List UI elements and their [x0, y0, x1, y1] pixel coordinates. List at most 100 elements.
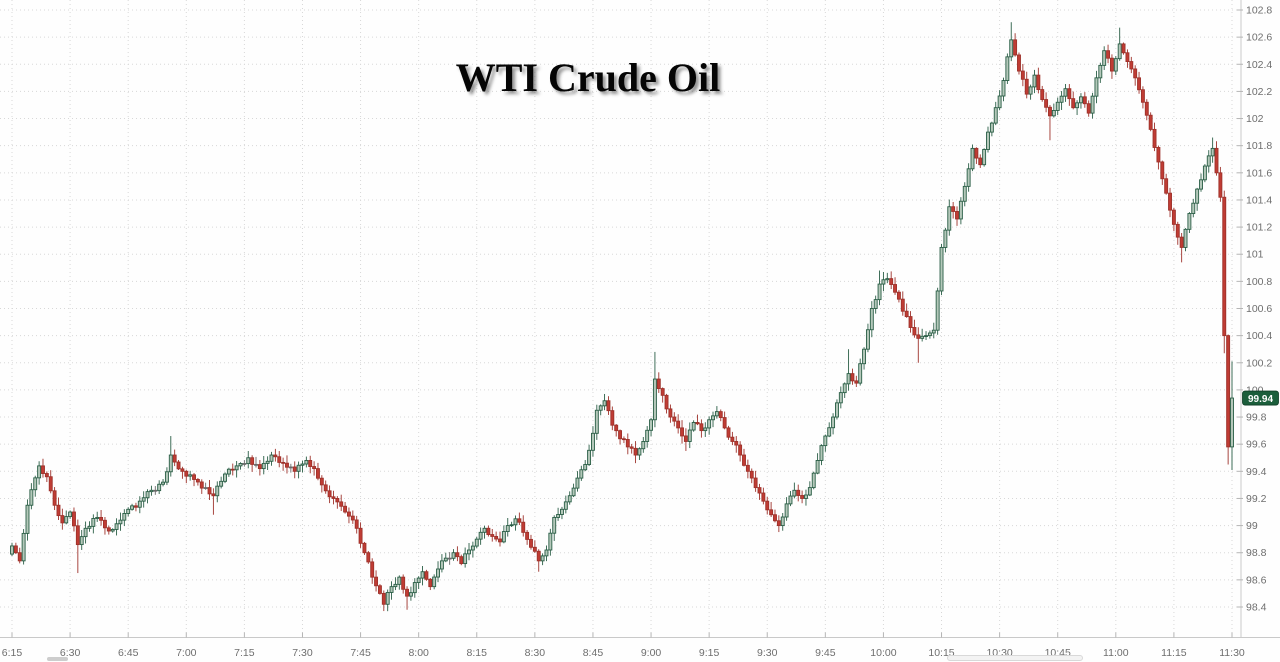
candle-up — [33, 477, 38, 491]
candle-down — [1144, 101, 1149, 116]
candle-down — [1024, 78, 1029, 95]
candle-down — [908, 316, 913, 328]
candle-down — [889, 278, 894, 285]
candle-up — [641, 441, 646, 450]
candle-doji — [203, 487, 208, 489]
candle-up — [858, 363, 863, 384]
candle-up — [141, 497, 146, 502]
y-axis-label: 101.4 — [1246, 194, 1272, 206]
candle-down — [850, 373, 855, 382]
candle-down — [614, 424, 619, 432]
candle-up — [122, 513, 127, 521]
candle-down — [978, 157, 983, 166]
candle-up — [877, 283, 882, 301]
candle-down — [900, 298, 905, 312]
scrollbar-thumb-small[interactable] — [47, 657, 68, 661]
candle-down — [749, 470, 754, 479]
candle-up — [416, 577, 421, 584]
candle-up — [91, 518, 96, 527]
candle-up — [443, 557, 448, 562]
x-axis-label: 9:30 — [757, 647, 778, 659]
y-axis-label: 99.6 — [1246, 439, 1267, 451]
candle-down — [532, 546, 537, 552]
candle-up — [1094, 77, 1099, 97]
x-axis-label: 11:00 — [1103, 647, 1129, 659]
candle-up — [784, 503, 789, 518]
candle-down — [381, 592, 386, 605]
x-axis-label: 9:00 — [641, 647, 662, 659]
candle-down — [211, 493, 216, 497]
candle-down — [1222, 196, 1227, 337]
candle-up — [451, 552, 456, 559]
x-axis-label: 10:00 — [870, 647, 896, 659]
candle-up — [439, 560, 444, 570]
candle-down — [718, 411, 723, 419]
candle-up — [993, 107, 998, 124]
candle-up — [544, 549, 549, 557]
candle-up — [691, 422, 696, 431]
candle-down — [133, 505, 138, 508]
candle-down — [335, 497, 340, 503]
y-axis-label: 99 — [1246, 520, 1258, 532]
candle-down — [60, 515, 65, 524]
x-axis-label: 7:30 — [292, 647, 313, 659]
candle-up — [130, 505, 135, 510]
candle-down — [742, 454, 746, 466]
x-axis-label: 9:45 — [815, 647, 836, 659]
candle-up — [79, 536, 84, 546]
candle-up — [575, 477, 580, 489]
candle-down — [1017, 54, 1021, 72]
candle-down — [370, 561, 375, 578]
candle-up — [37, 465, 42, 479]
candle-down — [75, 525, 80, 546]
candle-up — [408, 592, 413, 597]
candle-up — [835, 402, 839, 418]
candle-up — [924, 335, 928, 337]
candle-down — [44, 473, 49, 478]
y-axis-label: 100.6 — [1246, 303, 1272, 315]
candle-up — [792, 489, 797, 497]
candle-up — [819, 445, 824, 461]
candle-down — [277, 456, 282, 463]
candle-up — [815, 460, 820, 474]
candle-down — [405, 588, 409, 597]
candle-down — [1137, 77, 1141, 91]
candle-doji — [447, 557, 452, 560]
candle-up — [1051, 110, 1056, 117]
candle-down — [184, 470, 189, 477]
candle-up — [412, 582, 417, 594]
last-price-badge — [1242, 390, 1279, 406]
candle-down — [951, 206, 956, 212]
candle-up — [552, 516, 557, 534]
candle-down — [734, 441, 739, 446]
candle-down — [292, 466, 297, 472]
candle-up — [711, 415, 715, 421]
candle-down — [207, 487, 212, 495]
candle-down — [1133, 68, 1138, 79]
candle-down — [521, 521, 526, 533]
candle-doji — [288, 466, 293, 469]
candle-down — [517, 518, 522, 523]
candle-up — [556, 514, 561, 518]
last-price-badge-label: 99.94 — [1248, 394, 1273, 405]
candle-down — [281, 461, 286, 464]
candle-up — [927, 332, 932, 337]
candle-down — [800, 495, 805, 499]
candle-down — [1160, 161, 1165, 180]
candle-up — [962, 185, 967, 202]
candle-down — [618, 430, 623, 440]
candle-down — [668, 408, 673, 418]
candle-down — [529, 538, 533, 548]
candle-down — [494, 535, 499, 540]
candle-down — [854, 380, 859, 384]
candle-up — [149, 489, 154, 493]
candle-up — [470, 545, 475, 551]
candle-up — [509, 524, 514, 527]
scrollbar-thumb-large[interactable] — [947, 655, 1083, 661]
candle-down — [316, 468, 320, 479]
candle-up — [842, 383, 847, 394]
candle-down — [99, 516, 104, 521]
candle-down — [606, 400, 611, 412]
candle-down — [1171, 209, 1176, 225]
candle-down — [730, 436, 735, 442]
